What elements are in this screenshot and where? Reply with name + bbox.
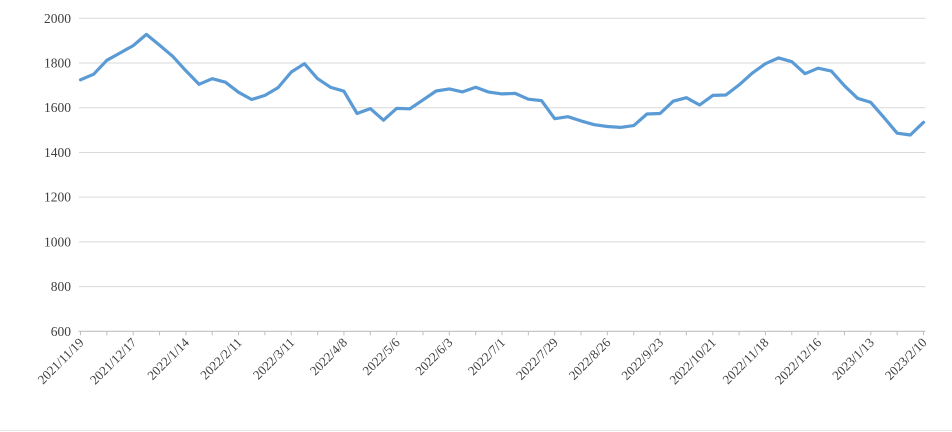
- y-tick-label: 1400: [44, 145, 71, 160]
- y-tick-label: 1000: [44, 234, 71, 249]
- y-tick-label: 800: [51, 279, 72, 294]
- x-tick-label: 2022/5/6: [359, 334, 403, 378]
- data-series-line: [78, 32, 926, 137]
- x-tick-label: 2022/3/11: [250, 335, 298, 383]
- y-axis-labels: 600 800 1000 1200 1400 1600 1800 2000: [44, 11, 71, 339]
- y-tick-label: 2000: [44, 11, 71, 26]
- y-tick-label: 1600: [44, 100, 71, 115]
- x-tick-label: 2022/4/8: [307, 335, 350, 378]
- y-gridlines: [79, 17, 926, 288]
- x-tick-label: 2022/6/3: [412, 335, 455, 378]
- x-tick-label: 2023/2/10: [882, 335, 930, 383]
- y-tick-label: 1800: [44, 56, 71, 71]
- x-tick-label: 2021/11/19: [34, 335, 86, 387]
- x-tick-label: 2022/12/16: [772, 334, 825, 387]
- x-tick-label: 2022/7/1: [465, 335, 508, 378]
- x-axis-ticks: [80, 331, 924, 336]
- page-edge-divider: [0, 430, 952, 431]
- x-tick-label: 2022/11/18: [719, 335, 771, 387]
- x-tick-label: 2022/10/21: [666, 335, 718, 387]
- x-tick-label: 2022/8/26: [566, 334, 614, 382]
- y-tick-label: 600: [51, 324, 72, 339]
- x-tick-label: 2022/7/29: [513, 335, 561, 383]
- x-tick-label: 2022/1/14: [144, 334, 192, 382]
- x-tick-label: 2022/9/23: [618, 335, 666, 383]
- x-axis-labels: 2021/11/19 2021/12/17 2022/1/14 2022/2/11 20…: [34, 334, 929, 387]
- x-tick-label: 2022/2/11: [197, 335, 245, 383]
- y-tick-label: 1200: [44, 190, 71, 205]
- x-tick-label: 2023/1/13: [829, 335, 877, 383]
- x-tick-label: 2021/12/17: [87, 334, 140, 387]
